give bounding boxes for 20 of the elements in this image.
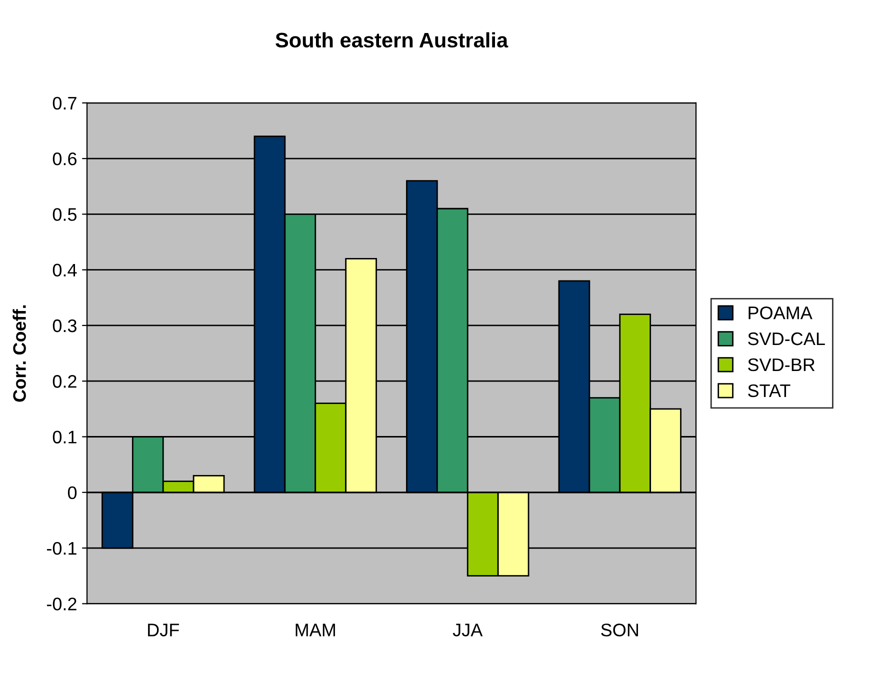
- y-tick-label: 0.6: [52, 152, 76, 166]
- x-tick-label: DJF: [148, 624, 179, 636]
- legend-label: POAMA: [748, 306, 812, 320]
- x-tick-label: SON: [601, 624, 638, 636]
- y-tick-label: 0.7: [52, 96, 76, 110]
- y-tick-label: 0.3: [52, 319, 76, 332]
- y-tick-label: 0: [68, 486, 77, 500]
- y-tick-label: 0.4: [52, 264, 77, 277]
- x-tick-label: JJA: [452, 624, 483, 636]
- legend-label: SVD-BR: [748, 358, 815, 372]
- y-tick-label: 0.5: [52, 208, 77, 221]
- chart-title: South eastern Australia: [276, 32, 508, 48]
- legend-label: SVD-CAL: [748, 332, 825, 346]
- y-tick-label: -0.1: [46, 542, 76, 555]
- y-tick-label: -0.2: [46, 598, 76, 610]
- x-tick-label: MAM: [296, 624, 335, 636]
- y-tick-label: 0.1: [52, 430, 76, 444]
- legend-label: STAT: [748, 384, 790, 398]
- y-tick-label: 0.2: [52, 375, 76, 388]
- y-axis-title: Corr. Coeff.: [12, 305, 26, 402]
